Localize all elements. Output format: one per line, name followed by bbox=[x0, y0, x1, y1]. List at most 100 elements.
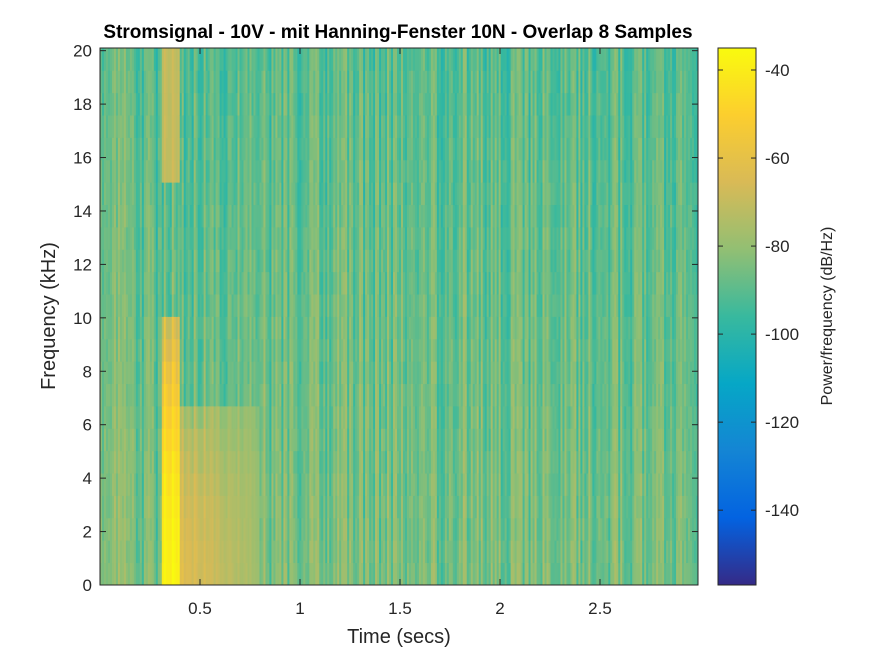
spectrogram-cell bbox=[313, 249, 316, 273]
spectrogram-cell bbox=[291, 249, 294, 273]
spectrogram-cell bbox=[399, 361, 402, 385]
spectrogram-cell bbox=[177, 271, 181, 295]
spectrogram-cell bbox=[343, 540, 346, 564]
spectrogram-cell bbox=[259, 383, 262, 407]
spectrogram-cell bbox=[341, 428, 344, 452]
spectrogram-cell bbox=[277, 204, 280, 228]
spectrogram-cell bbox=[361, 338, 364, 362]
spectrogram-cell bbox=[131, 294, 135, 317]
spectrogram-cell bbox=[404, 495, 408, 519]
spectrogram-cell bbox=[371, 450, 374, 474]
spectrogram-cell bbox=[315, 562, 318, 586]
spectrogram-cell bbox=[446, 294, 450, 317]
spectrogram-cell bbox=[225, 70, 228, 94]
spectrogram-cell bbox=[414, 473, 418, 496]
spectrogram-cell bbox=[135, 249, 139, 273]
spectrogram-cell bbox=[239, 249, 242, 273]
spectrogram-cell bbox=[293, 562, 296, 586]
spectrogram-cell bbox=[149, 227, 153, 250]
spectrogram-cell bbox=[263, 540, 266, 564]
spectrogram-cell bbox=[406, 450, 410, 474]
spectrogram-cell bbox=[351, 227, 354, 250]
spectrogram-cell bbox=[271, 271, 274, 295]
spectrogram-cell bbox=[245, 249, 248, 273]
spectrogram-cell bbox=[113, 450, 117, 474]
spectrogram-cell bbox=[385, 450, 388, 474]
spectrogram-cell bbox=[171, 450, 175, 474]
spectrogram-cell bbox=[315, 204, 318, 228]
spectrogram-cell bbox=[412, 517, 416, 541]
spectrogram-cell bbox=[357, 450, 360, 474]
spectrogram-cell bbox=[319, 361, 322, 385]
spectrogram-cell bbox=[237, 92, 240, 116]
spectrogram-cell bbox=[197, 227, 201, 250]
spectrogram-cell bbox=[281, 406, 284, 429]
spectrogram-cell bbox=[185, 562, 189, 586]
spectrogram-cell bbox=[189, 361, 193, 385]
spectrogram-cell bbox=[187, 517, 191, 541]
spectrogram-cell bbox=[385, 383, 388, 407]
spectrogram-cell bbox=[361, 204, 364, 228]
spectrogram-cell bbox=[363, 562, 366, 586]
spectrogram-cell bbox=[267, 115, 270, 138]
spectrogram-cell bbox=[393, 249, 396, 273]
spectrogram-cell bbox=[145, 294, 149, 317]
spectrogram-cell bbox=[369, 182, 372, 206]
spectrogram-cell bbox=[233, 271, 236, 295]
spectrogram-cell bbox=[233, 115, 236, 138]
spectrogram-cell bbox=[129, 249, 133, 273]
spectrogram-cell bbox=[215, 115, 218, 138]
spectrogram-cell bbox=[381, 227, 384, 250]
spectrogram-cell bbox=[428, 70, 432, 94]
spectrogram-cell bbox=[400, 249, 404, 273]
spectrogram-cell bbox=[355, 473, 358, 496]
spectrogram-cell bbox=[261, 406, 264, 429]
spectrogram-cell bbox=[155, 48, 159, 71]
spectrogram-cell bbox=[442, 450, 446, 474]
spectrogram-cell bbox=[430, 159, 434, 183]
spectrogram-cell bbox=[199, 137, 203, 161]
spectrogram-cell bbox=[255, 182, 258, 206]
spectrogram-column bbox=[253, 48, 256, 586]
spectrogram-cell bbox=[221, 361, 224, 385]
spectrogram-cell bbox=[147, 227, 151, 250]
spectrogram-cell bbox=[383, 204, 386, 228]
spectrogram-cell bbox=[225, 338, 228, 362]
spectrogram-cell bbox=[251, 182, 254, 206]
spectrogram-cell bbox=[277, 159, 280, 183]
spectrogram-cell bbox=[377, 450, 380, 474]
spectrogram-cell bbox=[357, 227, 360, 250]
spectrogram-cell bbox=[373, 204, 376, 228]
spectrogram-cell bbox=[355, 562, 358, 586]
spectrogram-cell bbox=[213, 48, 217, 71]
spectrogram-cell bbox=[103, 159, 107, 183]
spectrogram-cell bbox=[209, 540, 213, 564]
spectrogram-cell bbox=[201, 338, 205, 362]
spectrogram-cell bbox=[345, 92, 348, 116]
spectrogram-cell bbox=[225, 495, 228, 519]
spectrogram-cell bbox=[175, 249, 179, 273]
spectrogram-cell bbox=[351, 294, 354, 317]
spectrogram-column bbox=[123, 48, 127, 586]
spectrogram-cell bbox=[353, 338, 356, 362]
spectrogram-cell bbox=[241, 562, 244, 586]
spectrogram-cell bbox=[109, 159, 113, 183]
spectrogram-cell bbox=[355, 495, 358, 519]
spectrogram-cell bbox=[430, 383, 434, 407]
spectrogram-cell bbox=[179, 48, 183, 71]
spectrogram-cell bbox=[271, 316, 274, 340]
spectrogram-cell bbox=[193, 338, 197, 362]
spectrogram-cell bbox=[231, 249, 234, 273]
spectrogram-column bbox=[353, 48, 356, 586]
spectrogram-cell bbox=[293, 159, 296, 183]
spectrogram-cell bbox=[406, 473, 410, 496]
spectrogram-cell bbox=[201, 406, 205, 429]
spectrogram-cell bbox=[379, 204, 382, 228]
spectrogram-cell bbox=[422, 316, 426, 340]
spectrogram-cell bbox=[129, 450, 133, 474]
spectrogram-cell bbox=[299, 540, 302, 564]
spectrogram-cell bbox=[149, 137, 153, 161]
spectrogram-cell bbox=[426, 383, 430, 407]
spectrogram-cell bbox=[424, 159, 428, 183]
spectrogram-cell bbox=[179, 428, 183, 452]
